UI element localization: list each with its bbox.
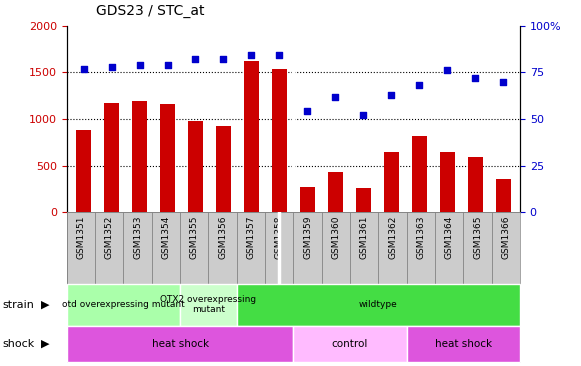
- Point: [387, 92, 396, 98]
- Bar: [435, 212, 464, 284]
- Bar: [95, 212, 124, 284]
- Bar: [244, 61, 259, 212]
- Text: wildtype: wildtype: [359, 300, 398, 309]
- Bar: [293, 212, 322, 284]
- Text: GSM1364: GSM1364: [444, 216, 454, 259]
- Point: [443, 67, 452, 73]
- Bar: [328, 172, 343, 212]
- Bar: [132, 101, 147, 212]
- Bar: [124, 212, 152, 284]
- Point: [498, 79, 508, 85]
- Text: ▶: ▶: [41, 300, 49, 310]
- Text: GSM1358: GSM1358: [275, 216, 284, 259]
- Text: GSM1366: GSM1366: [501, 216, 510, 259]
- Text: GSM1351: GSM1351: [77, 216, 85, 259]
- Bar: [496, 179, 511, 212]
- Point: [303, 109, 312, 115]
- Point: [79, 66, 88, 71]
- Bar: [272, 70, 287, 212]
- Point: [358, 112, 368, 118]
- Bar: [468, 157, 483, 212]
- Bar: [188, 121, 203, 212]
- Bar: [440, 152, 455, 212]
- Point: [471, 75, 480, 81]
- Bar: [407, 212, 435, 284]
- Text: GSM1357: GSM1357: [246, 216, 256, 259]
- Text: control: control: [332, 339, 368, 349]
- Point: [107, 64, 116, 70]
- Text: heat shock: heat shock: [435, 339, 492, 349]
- Bar: [216, 126, 231, 212]
- Text: strain: strain: [3, 300, 35, 310]
- Point: [163, 62, 172, 68]
- Bar: [67, 212, 95, 284]
- Bar: [378, 212, 407, 284]
- Text: GSM1354: GSM1354: [162, 216, 170, 259]
- Bar: [492, 212, 520, 284]
- Text: ▶: ▶: [41, 339, 49, 349]
- Text: OTX2 overexpressing
mutant: OTX2 overexpressing mutant: [160, 295, 256, 314]
- Bar: [104, 103, 119, 212]
- Bar: [265, 212, 293, 284]
- Text: GSM1352: GSM1352: [105, 216, 114, 259]
- Text: GSM1359: GSM1359: [303, 216, 312, 259]
- Bar: [322, 212, 350, 284]
- Point: [191, 56, 200, 62]
- Bar: [356, 187, 371, 212]
- Text: GDS23 / STC_at: GDS23 / STC_at: [96, 4, 205, 18]
- Point: [219, 56, 228, 62]
- Bar: [383, 152, 399, 212]
- Text: GSM1355: GSM1355: [190, 216, 199, 259]
- Point: [331, 94, 340, 100]
- Point: [275, 53, 284, 59]
- Text: GSM1356: GSM1356: [218, 216, 227, 259]
- Bar: [411, 136, 427, 212]
- Text: GSM1353: GSM1353: [133, 216, 142, 259]
- Bar: [152, 212, 180, 284]
- Text: GSM1361: GSM1361: [360, 216, 369, 259]
- Text: otd overexpressing mutant: otd overexpressing mutant: [62, 300, 185, 309]
- Bar: [300, 187, 315, 212]
- Bar: [76, 130, 91, 212]
- Text: GSM1365: GSM1365: [473, 216, 482, 259]
- Bar: [237, 212, 265, 284]
- Bar: [464, 212, 492, 284]
- Text: shock: shock: [3, 339, 35, 349]
- Text: GSM1363: GSM1363: [417, 216, 425, 259]
- Point: [135, 62, 144, 68]
- Bar: [180, 212, 209, 284]
- Bar: [209, 212, 237, 284]
- Text: GSM1360: GSM1360: [331, 216, 340, 259]
- Point: [247, 53, 256, 59]
- Bar: [160, 104, 175, 212]
- Bar: [350, 212, 378, 284]
- Text: heat shock: heat shock: [152, 339, 209, 349]
- Text: GSM1362: GSM1362: [388, 216, 397, 259]
- Point: [415, 82, 424, 88]
